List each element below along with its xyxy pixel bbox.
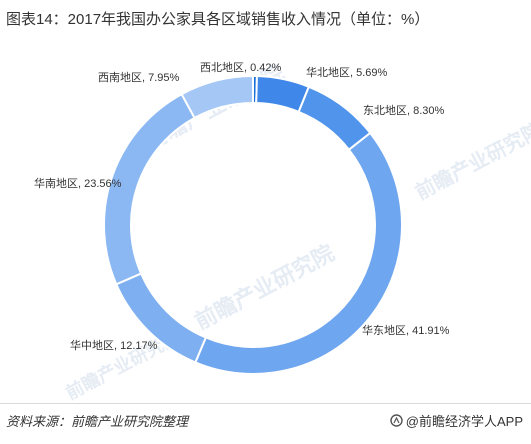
brand-text: @前瞻经济学人APP	[405, 414, 523, 429]
slice-label: 西北地区, 0.42%	[200, 61, 282, 74]
brand-logo-icon	[390, 414, 403, 427]
donut-slice	[180, 74, 254, 120]
chart-title: 图表14：2017年我国办公家具各区域销售收入情况（单位：%）	[6, 11, 430, 28]
slice-label: 东北地区, 8.30%	[363, 104, 445, 117]
slice-labels: 西北地区, 0.42% 华北地区, 5.69% 东北地区, 8.30% 华东地区, 4…	[34, 61, 450, 352]
brand-credit: @前瞻经济学人APP	[390, 411, 523, 430]
slice-label: 华中地区, 12.17%	[70, 338, 158, 352]
watermark-text: 前瞻产业研究院	[191, 240, 339, 335]
footer-divider	[0, 403, 531, 404]
slice-label: 华北地区, 5.69%	[306, 65, 388, 79]
slice-label: 华南地区, 23.56%	[34, 176, 122, 190]
source-note: 资料来源：前瞻产业研究院整理	[6, 414, 189, 429]
slice-label: 华东地区, 41.91%	[362, 323, 450, 337]
watermark-text: 前瞻产业研究院	[411, 117, 531, 204]
slice-label: 西南地区, 7.95%	[98, 71, 180, 84]
donut-slice	[194, 131, 403, 375]
donut-slices	[103, 74, 403, 375]
